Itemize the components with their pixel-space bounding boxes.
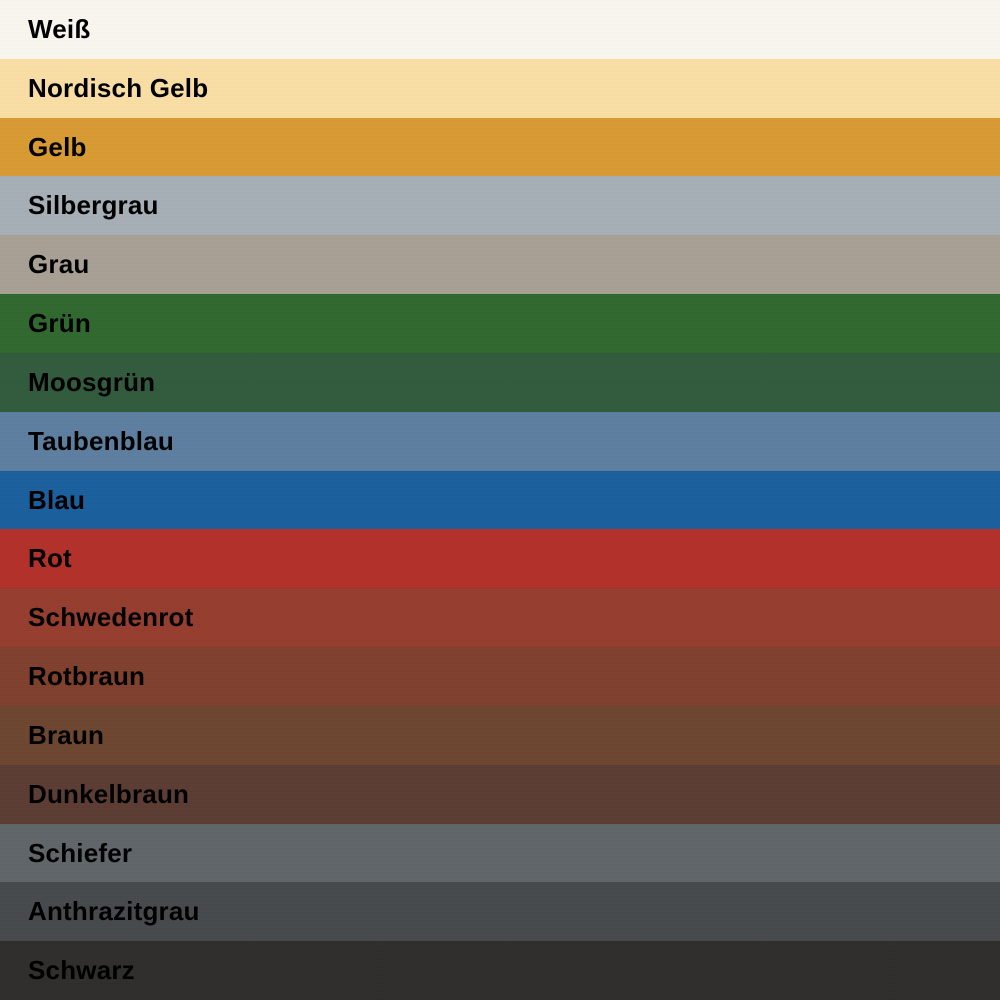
color-swatch-row: Weiß	[0, 0, 1000, 59]
color-swatch-label: Gelb	[28, 132, 87, 163]
color-swatch-row: Braun	[0, 706, 1000, 765]
color-swatch-label: Dunkelbraun	[28, 779, 189, 810]
color-swatch-label: Grau	[28, 249, 89, 280]
color-swatch-row: Blau	[0, 471, 1000, 530]
color-swatch-row: Grau	[0, 235, 1000, 294]
color-swatch-label: Grün	[28, 308, 91, 339]
color-swatch-label: Rotbraun	[28, 661, 145, 692]
color-swatch-row: Taubenblau	[0, 412, 1000, 471]
color-swatch-label: Schwarz	[28, 955, 135, 986]
color-swatch-label: Schiefer	[28, 838, 132, 869]
color-swatch-row: Rotbraun	[0, 647, 1000, 706]
color-swatch-row: Silbergrau	[0, 176, 1000, 235]
color-swatch-row: Grün	[0, 294, 1000, 353]
color-swatch-row: Dunkelbraun	[0, 765, 1000, 824]
color-swatch-label: Taubenblau	[28, 426, 174, 457]
color-swatch-label: Blau	[28, 485, 85, 516]
color-swatch-label: Weiß	[28, 14, 90, 45]
color-swatch-chart: Weiß Nordisch Gelb Gelb Silbergrau Grau Grün M…	[0, 0, 1000, 1000]
color-swatch-label: Nordisch Gelb	[28, 73, 208, 104]
color-swatch-row: Schiefer	[0, 824, 1000, 883]
color-swatch-label: Anthrazitgrau	[28, 896, 200, 927]
color-swatch-label: Silbergrau	[28, 190, 159, 221]
color-swatch-row: Schwarz	[0, 941, 1000, 1000]
color-swatch-label: Moosgrün	[28, 367, 155, 398]
color-swatch-row: Nordisch Gelb	[0, 59, 1000, 118]
color-swatch-label: Rot	[28, 543, 72, 574]
color-swatch-row: Schwedenrot	[0, 588, 1000, 647]
color-swatch-row: Gelb	[0, 118, 1000, 177]
color-swatch-row: Rot	[0, 529, 1000, 588]
color-swatch-label: Braun	[28, 720, 104, 751]
color-swatch-row: Moosgrün	[0, 353, 1000, 412]
color-swatch-row: Anthrazitgrau	[0, 882, 1000, 941]
color-swatch-label: Schwedenrot	[28, 602, 193, 633]
